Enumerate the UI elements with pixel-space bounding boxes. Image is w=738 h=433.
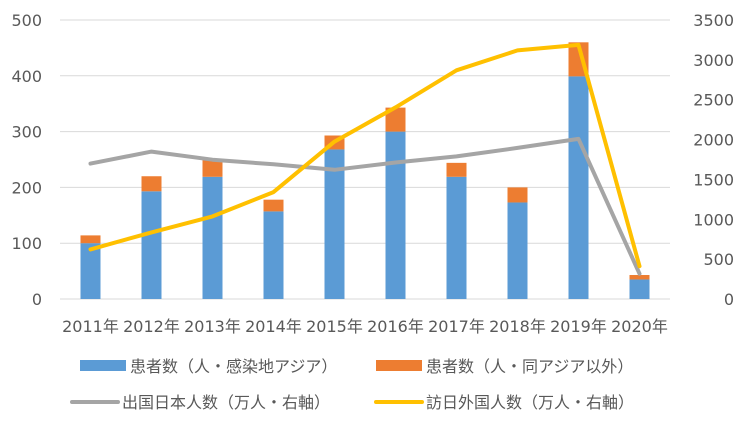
bar-segment-asia bbox=[568, 76, 589, 299]
legend-label: 患者数（人・同アジア以外） bbox=[426, 357, 633, 376]
right-axis-ticks: 0 500 1000 1500 2000 2500 3000 3500 bbox=[693, 11, 734, 309]
legend-label: 出国日本人数（万人・右軸） bbox=[122, 393, 330, 412]
legend-swatch-bar bbox=[376, 360, 422, 371]
left-tick-label: 300 bbox=[11, 123, 42, 142]
bar-segment-non-asia bbox=[385, 107, 406, 132]
bar-segment-non-asia bbox=[80, 235, 101, 244]
bar-segment-asia bbox=[629, 279, 650, 299]
bar-segment-asia bbox=[324, 149, 345, 299]
right-tick-label: 0 bbox=[724, 290, 734, 309]
right-tick-label: 2500 bbox=[693, 91, 734, 110]
legend: 患者数（人・感染地アジア） 患者数（人・同アジア以外） 出国日本人数（万人・右軸） 訪… bbox=[70, 357, 634, 412]
x-tick-label: 2020年 bbox=[611, 317, 668, 336]
x-tick-label: 2012年 bbox=[123, 317, 180, 336]
x-tick-label: 2017年 bbox=[428, 317, 485, 336]
line-outbound-japanese bbox=[88, 136, 642, 276]
bars bbox=[80, 42, 650, 299]
left-tick-label: 100 bbox=[11, 234, 42, 253]
bar-segment-non-asia bbox=[629, 275, 650, 280]
gridlines bbox=[60, 19, 670, 300]
right-tick-label: 3500 bbox=[693, 11, 734, 30]
bar-segment-asia bbox=[141, 191, 162, 299]
left-tick-label: 200 bbox=[11, 178, 42, 197]
line-inbound-visitors bbox=[88, 42, 642, 269]
right-tick-label: 1500 bbox=[693, 170, 734, 189]
x-tick-label: 2011年 bbox=[62, 317, 119, 336]
left-tick-label: 0 bbox=[32, 290, 42, 309]
bar-segment-non-asia bbox=[202, 159, 223, 177]
left-axis-ticks: 0 100 200 300 400 500 bbox=[11, 11, 42, 309]
bar-segment-asia bbox=[80, 243, 101, 299]
right-tick-label: 3000 bbox=[693, 51, 734, 70]
x-tick-label: 2014年 bbox=[245, 317, 302, 336]
x-tick-label: 2019年 bbox=[550, 317, 607, 336]
bar-segment-non-asia bbox=[141, 176, 162, 192]
bar-segment-asia bbox=[385, 131, 406, 299]
bar-segment-asia bbox=[446, 176, 467, 299]
bar-segment-asia bbox=[202, 176, 223, 299]
x-tick-label: 2015年 bbox=[306, 317, 363, 336]
legend-label: 患者数（人・感染地アジア） bbox=[130, 357, 337, 376]
legend-swatch-bar bbox=[80, 360, 126, 371]
lines bbox=[88, 42, 642, 276]
left-tick-label: 400 bbox=[11, 67, 42, 86]
right-tick-label: 1000 bbox=[693, 210, 734, 229]
legend-label: 訪日外国人数（万人・右軸） bbox=[426, 393, 634, 412]
bar-segment-asia bbox=[507, 202, 528, 299]
x-axis-ticks: 2011年 2012年 2013年 2014年 2015年 2016年 2017年 2018年… bbox=[62, 317, 668, 336]
right-tick-label: 2000 bbox=[693, 131, 734, 150]
x-tick-label: 2013年 bbox=[184, 317, 241, 336]
bar-segment-asia bbox=[263, 211, 284, 299]
bar-segment-non-asia bbox=[263, 199, 284, 212]
right-tick-label: 500 bbox=[703, 250, 734, 269]
x-tick-label: 2016年 bbox=[367, 317, 424, 336]
left-tick-label: 500 bbox=[11, 11, 42, 30]
bar-segment-non-asia bbox=[446, 162, 467, 177]
x-tick-label: 2018年 bbox=[489, 317, 546, 336]
bar-segment-non-asia bbox=[507, 187, 528, 203]
